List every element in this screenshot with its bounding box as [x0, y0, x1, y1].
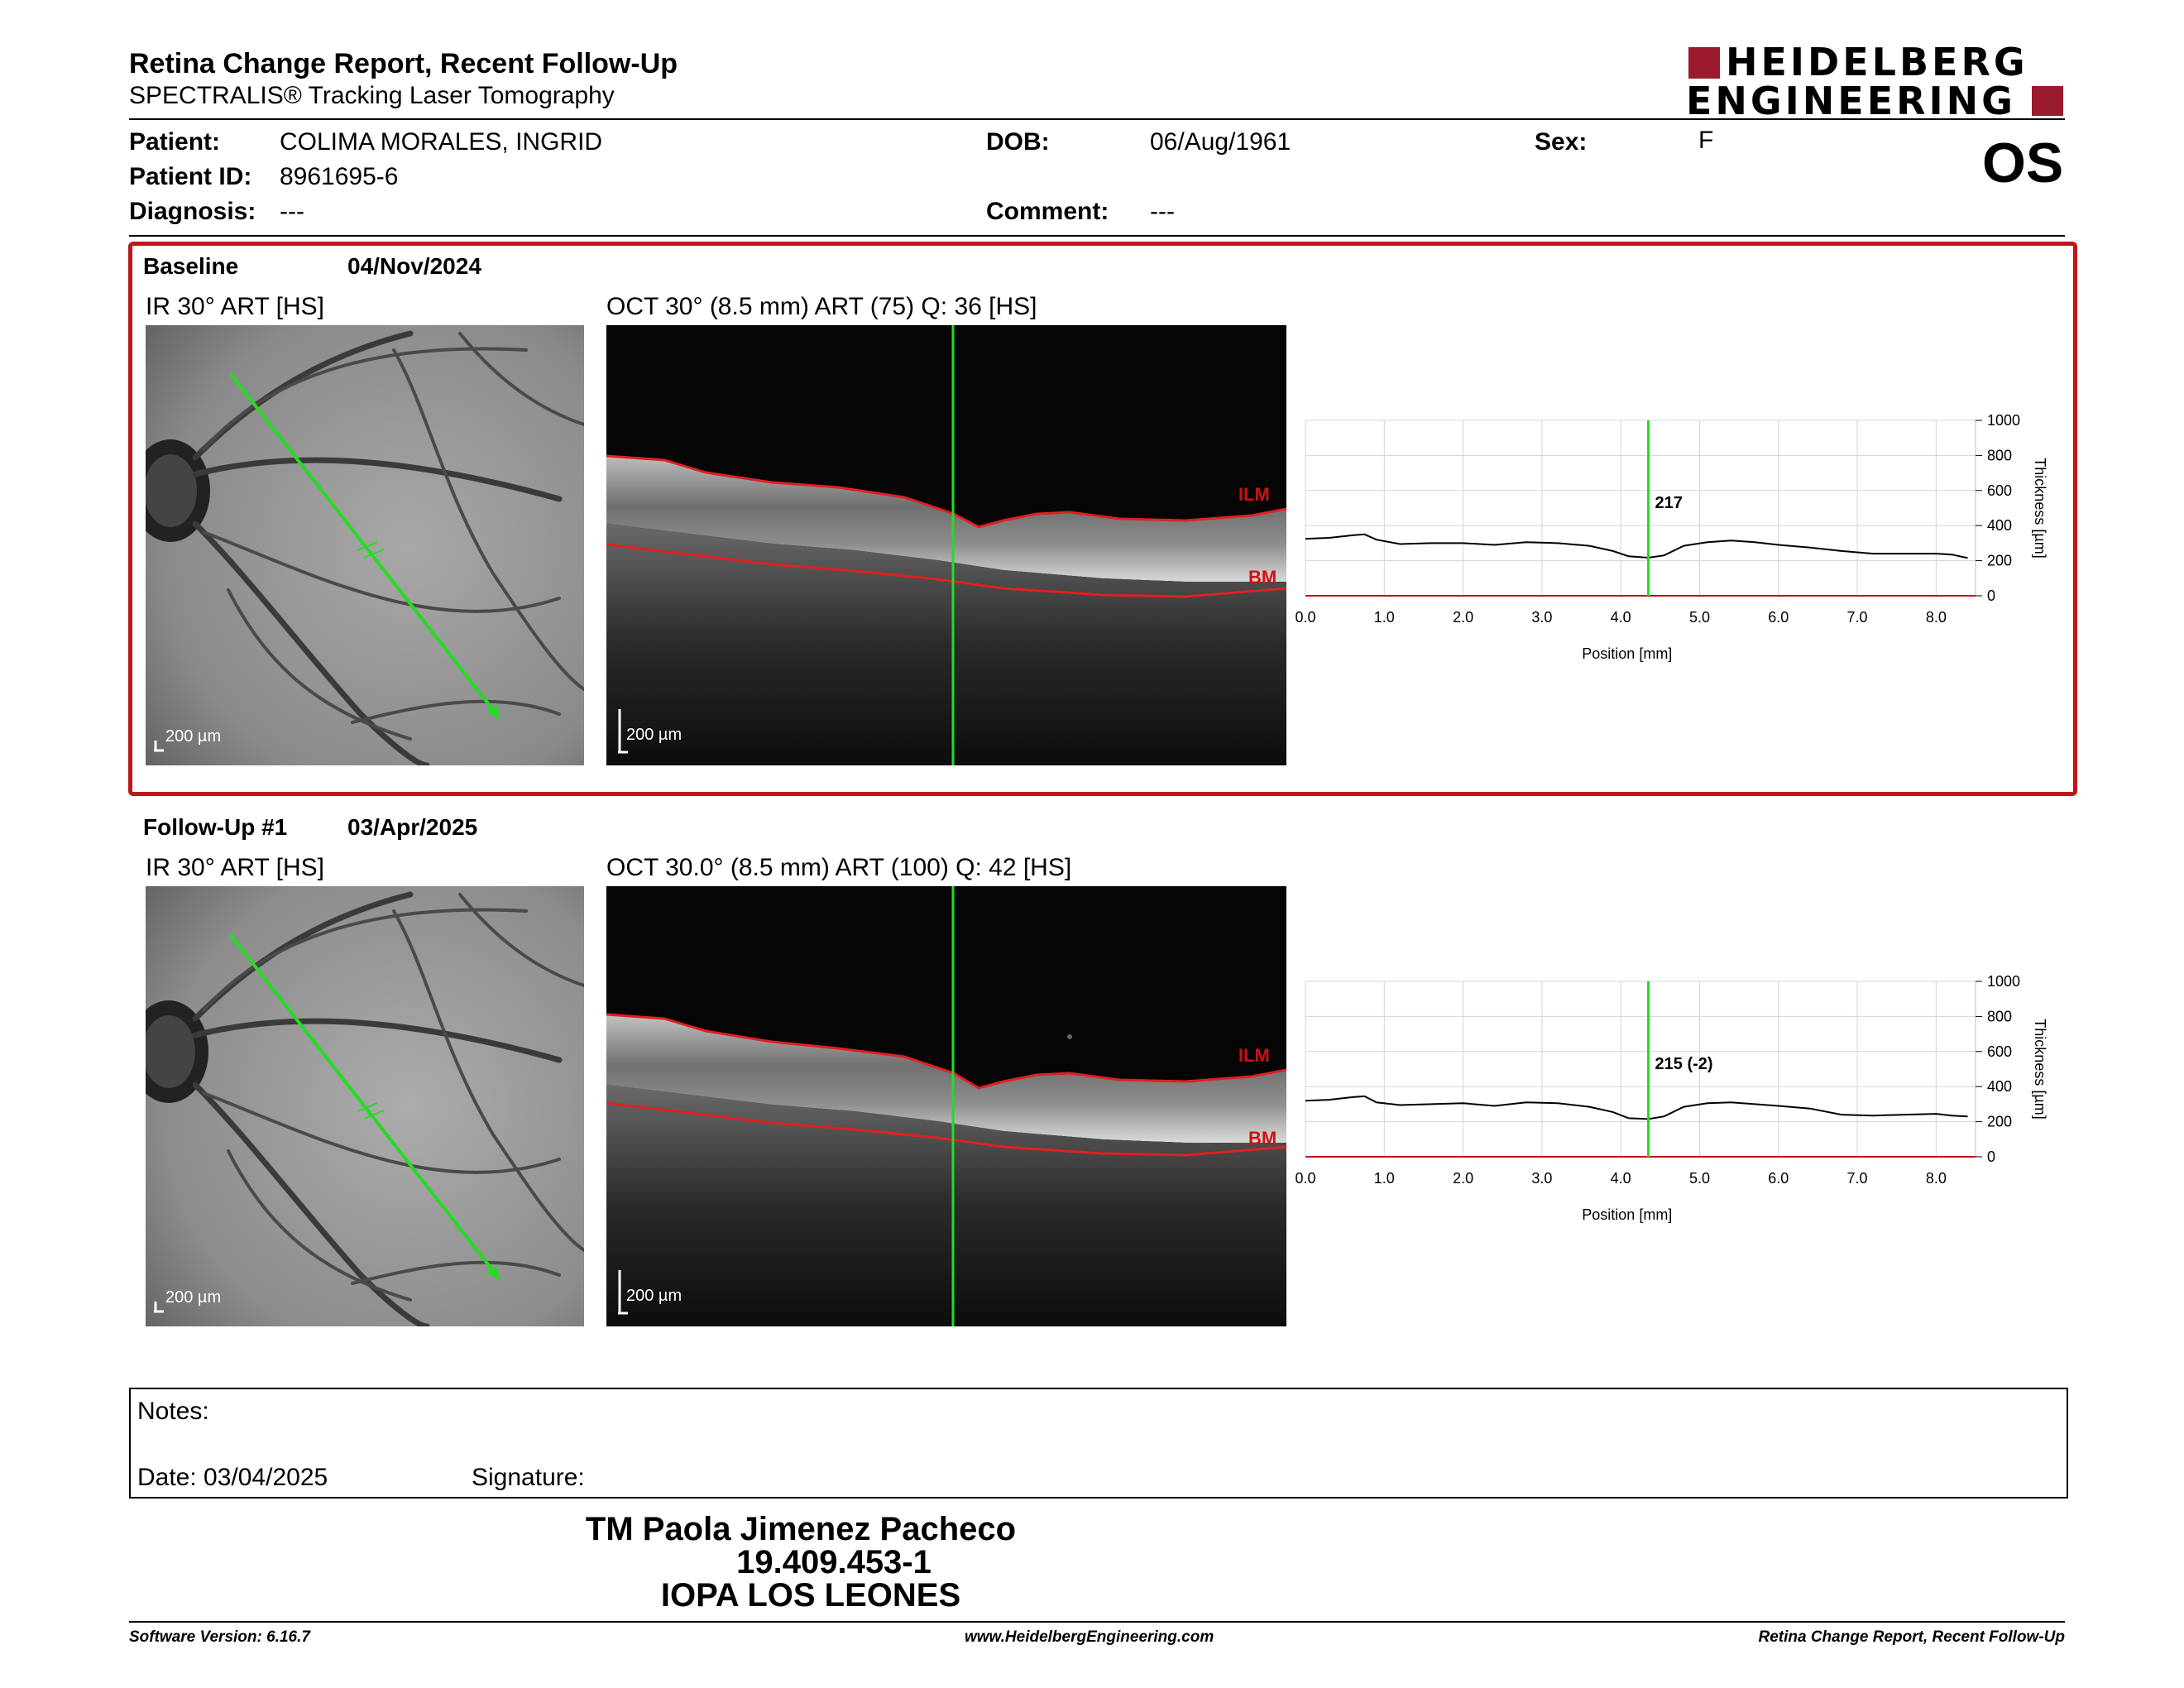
baseline-oct-scale: 200 µm	[626, 726, 682, 744]
notes-label: Notes:	[137, 1398, 209, 1425]
followup-oct-scale: 200 µm	[626, 1287, 682, 1305]
baseline-ir-scale: 200 µm	[165, 727, 222, 746]
baseline-date: 04/Nov/2024	[347, 253, 481, 279]
y-axis-label: Thickness [µm]	[2032, 1019, 2048, 1119]
comment-label: Comment:	[986, 198, 1109, 225]
baseline-bm-label: BM	[1248, 567, 1277, 587]
x-tick-label: 4.0	[1611, 1170, 1631, 1187]
x-tick-label: 6.0	[1768, 609, 1789, 626]
y-tick-label: 0	[1987, 1149, 1995, 1165]
followup-ir-caption: IR 30° ART [HS]	[146, 854, 324, 881]
diagnosis-value: ---	[280, 198, 304, 225]
baseline-chart-series: 217	[1305, 420, 1968, 596]
logo-text-heidelberg: HEIDELBERG	[1726, 40, 2028, 84]
diagnosis-label: Diagnosis:	[129, 198, 256, 225]
followup-oct-bscan-image: ILM BM 200 µm	[606, 886, 1286, 1326]
baseline-ir-caption: IR 30° ART [HS]	[146, 293, 324, 320]
x-tick-label: 0.0	[1295, 1170, 1315, 1187]
followup-ir-fundus-image: 200 µm	[146, 886, 584, 1326]
x-tick-label: 5.0	[1689, 609, 1710, 626]
baseline-panel	[128, 242, 2077, 796]
notes-box: Notes: Date: 03/04/2025 Signature:	[129, 1388, 2068, 1499]
dob-label: DOB:	[986, 128, 1050, 156]
x-tick-label: 7.0	[1847, 1170, 1868, 1187]
baseline-ilm-label: ILM	[1238, 484, 1270, 505]
followup-thickness-chart: 0.0 1.0 2.0 3.0 4.0 5.0 6.0 7.0 8.0 0 200 400 600 800…	[1295, 973, 2048, 1223]
x-tick-label: 6.0	[1768, 1170, 1789, 1187]
footer-software-version: Software Version: 6.16.7	[129, 1628, 310, 1646]
y-tick-label: 800	[1987, 1008, 2012, 1024]
x-tick-label: 4.0	[1611, 609, 1631, 626]
sex-label: Sex:	[1535, 128, 1588, 156]
x-tick-label: 5.0	[1689, 1170, 1710, 1187]
x-tick-label: 1.0	[1374, 609, 1395, 626]
patient-id-label: Patient ID:	[129, 163, 252, 190]
logo-square-bottom	[2032, 86, 2063, 116]
x-tick-label: 2.0	[1453, 1170, 1473, 1187]
report-subtitle: SPECTRALIS® Tracking Laser Tomography	[129, 82, 615, 109]
patient-divider	[129, 235, 2065, 237]
followup-date: 03/Apr/2025	[347, 814, 478, 840]
thickness-series-line	[1305, 533, 1968, 559]
x-tick-label: 7.0	[1847, 609, 1868, 626]
header-divider	[129, 118, 2065, 120]
chart-frame	[1305, 981, 1976, 1158]
sex-value: F	[1698, 127, 1714, 154]
x-tick-label: 3.0	[1531, 1170, 1552, 1187]
followup-ir-scale: 200 µm	[165, 1288, 222, 1307]
x-tick-label: 8.0	[1926, 1170, 1947, 1187]
followup-chart-grid: 0.0 1.0 2.0 3.0 4.0 5.0 6.0 7.0 8.0 0 200 400 600 800…	[1295, 973, 2048, 1223]
y-tick-label: 600	[1987, 1043, 2012, 1060]
footer-url: www.HeidelbergEngineering.com	[965, 1628, 1214, 1646]
baseline-ir-fundus-image: 200 µm	[146, 325, 584, 765]
y-tick-label: 600	[1987, 482, 2012, 499]
signatory-name: TM Paola Jimenez Pacheco	[585, 1511, 1017, 1547]
x-axis-label: Position [mm]	[1582, 645, 1672, 662]
footer-divider	[129, 1621, 2065, 1623]
y-tick-label: 200	[1987, 553, 2012, 569]
baseline-chart-grid: 0.0 1.0 2.0 3.0 4.0 5.0 6.0 7.0 8.0 0 200 400 600 800…	[1295, 412, 2048, 662]
x-tick-label: 0.0	[1295, 609, 1315, 626]
y-tick-label: 0	[1987, 587, 1995, 604]
notes-date: Date: 03/04/2025	[137, 1464, 328, 1491]
y-axis-label: Thickness [µm]	[2032, 458, 2048, 558]
signature-label: Signature:	[472, 1464, 585, 1491]
report-title: Retina Change Report, Recent Follow-Up	[129, 48, 678, 79]
x-tick-label: 3.0	[1531, 609, 1552, 626]
x-tick-label: 2.0	[1453, 609, 1473, 626]
marker-value-label: 215 (-2)	[1655, 1055, 1713, 1073]
followup-label: Follow-Up #1	[143, 814, 288, 840]
logo-square-top	[1688, 47, 1720, 79]
y-tick-label: 200	[1987, 1114, 2012, 1130]
x-tick-label: 8.0	[1926, 609, 1947, 626]
signatory-id: 19.409.453-1	[736, 1544, 932, 1580]
x-axis-label: Position [mm]	[1582, 1206, 1672, 1223]
chart-frame	[1305, 420, 1976, 597]
baseline-thickness-chart: 0.0 1.0 2.0 3.0 4.0 5.0 6.0 7.0 8.0 0 200 400 600 800…	[1295, 412, 2048, 662]
followup-oct-caption: OCT 30.0° (8.5 mm) ART (100) Q: 42 [HS]	[606, 854, 1072, 881]
marker-value-label: 217	[1655, 494, 1683, 512]
followup-bm-label: BM	[1248, 1128, 1277, 1149]
y-tick-label: 400	[1987, 517, 2012, 534]
patient-id: 8961695-6	[280, 163, 399, 190]
dob-value: 06/Aug/1961	[1150, 128, 1291, 156]
eye-indicator: OS	[1982, 132, 2064, 194]
logo-text-engineering: ENGINEERING	[1686, 79, 2016, 123]
signatory-institution: IOPA LOS LEONES	[660, 1577, 961, 1614]
followup-chart-series: 215 (-2)	[1305, 981, 1968, 1157]
followup-ilm-label: ILM	[1238, 1045, 1270, 1066]
x-tick-label: 1.0	[1374, 1170, 1395, 1187]
comment-value: ---	[1150, 198, 1175, 225]
baseline-oct-caption: OCT 30° (8.5 mm) ART (75) Q: 36 [HS]	[606, 293, 1037, 320]
baseline-label: Baseline	[143, 253, 239, 279]
y-tick-label: 1000	[1987, 973, 2020, 990]
y-tick-label: 400	[1987, 1078, 2012, 1095]
y-tick-label: 1000	[1987, 412, 2020, 429]
y-tick-label: 800	[1987, 447, 2012, 463]
patient-name: COLIMA MORALES, INGRID	[280, 128, 603, 156]
footer-report-name: Retina Change Report, Recent Follow-Up	[1758, 1628, 2065, 1646]
patient-label: Patient:	[129, 128, 221, 156]
baseline-oct-bscan-image: ILM BM 200 µm	[606, 325, 1286, 765]
thickness-series-line	[1305, 1095, 1968, 1120]
